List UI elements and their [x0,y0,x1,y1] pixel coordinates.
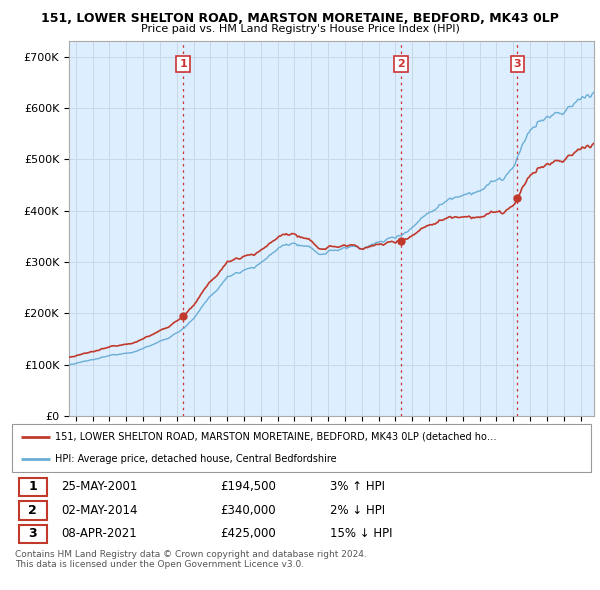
Text: 02-MAY-2014: 02-MAY-2014 [61,504,138,517]
Text: 1: 1 [179,59,187,69]
Text: 3: 3 [29,527,37,540]
Text: Contains HM Land Registry data © Crown copyright and database right 2024.
This d: Contains HM Land Registry data © Crown c… [15,550,367,569]
Text: 25-MAY-2001: 25-MAY-2001 [61,480,137,493]
Text: 15% ↓ HPI: 15% ↓ HPI [331,527,393,540]
Text: 2% ↓ HPI: 2% ↓ HPI [331,504,386,517]
Text: 151, LOWER SHELTON ROAD, MARSTON MORETAINE, BEDFORD, MK43 0LP: 151, LOWER SHELTON ROAD, MARSTON MORETAI… [41,12,559,25]
FancyBboxPatch shape [12,424,591,472]
FancyBboxPatch shape [19,525,47,543]
Text: 3% ↑ HPI: 3% ↑ HPI [331,480,385,493]
Text: 1: 1 [28,480,37,493]
Text: 2: 2 [397,59,405,69]
Text: £340,000: £340,000 [220,504,276,517]
Text: 3: 3 [514,59,521,69]
FancyBboxPatch shape [19,501,47,520]
Text: 2: 2 [28,504,37,517]
Text: 08-APR-2021: 08-APR-2021 [61,527,137,540]
Text: £425,000: £425,000 [220,527,276,540]
Text: 151, LOWER SHELTON ROAD, MARSTON MORETAINE, BEDFORD, MK43 0LP (detached ho…: 151, LOWER SHELTON ROAD, MARSTON MORETAI… [55,432,497,442]
FancyBboxPatch shape [19,477,47,496]
Text: £194,500: £194,500 [220,480,277,493]
Text: Price paid vs. HM Land Registry's House Price Index (HPI): Price paid vs. HM Land Registry's House … [140,24,460,34]
Text: HPI: Average price, detached house, Central Bedfordshire: HPI: Average price, detached house, Cent… [55,454,337,464]
